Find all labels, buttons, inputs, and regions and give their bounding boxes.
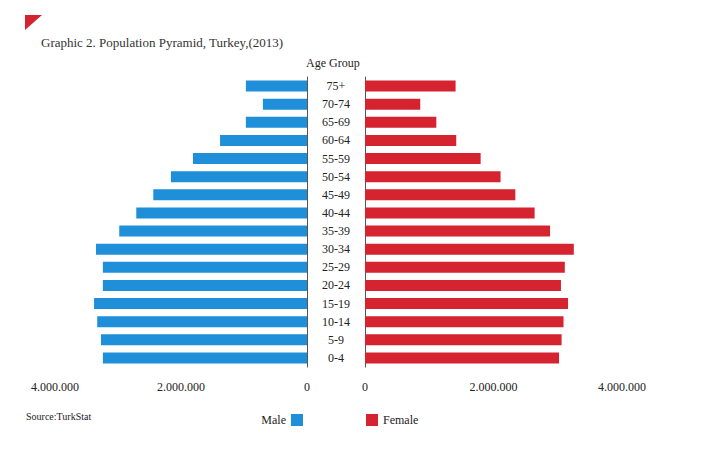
svg-text:Age Group: Age Group [306,56,360,70]
svg-text:65-69: 65-69 [322,115,350,129]
svg-text:20-24: 20-24 [322,278,350,292]
svg-text:2.000.000: 2.000.000 [157,380,205,394]
svg-text:Female: Female [383,413,418,427]
svg-text:0: 0 [362,380,368,394]
svg-text:5-9: 5-9 [328,333,344,347]
svg-text:Source:TurkStat: Source:TurkStat [26,411,91,422]
svg-text:30-34: 30-34 [322,242,350,256]
svg-text:15-19: 15-19 [322,297,350,311]
svg-text:50-54: 50-54 [322,170,350,184]
svg-text:75+: 75+ [327,79,346,93]
svg-text:70-74: 70-74 [322,97,350,111]
svg-text:45-49: 45-49 [322,188,350,202]
svg-text:4.000.000: 4.000.000 [31,380,79,394]
svg-text:60-64: 60-64 [322,133,350,147]
svg-text:Graphic 2. Population Pyramid,: Graphic 2. Population Pyramid, Turkey,(2… [41,35,283,50]
svg-text:35-39: 35-39 [322,224,350,238]
svg-text:Male: Male [261,413,286,427]
svg-text:40-44: 40-44 [322,206,350,220]
svg-text:4.000.000: 4.000.000 [598,380,646,394]
svg-text:0: 0 [304,380,310,394]
svg-text:2.000.000: 2.000.000 [470,380,518,394]
svg-text:25-29: 25-29 [322,260,350,274]
svg-text:55-59: 55-59 [322,152,350,166]
svg-text:10-14: 10-14 [322,315,350,329]
svg-text:0-4: 0-4 [328,351,344,365]
